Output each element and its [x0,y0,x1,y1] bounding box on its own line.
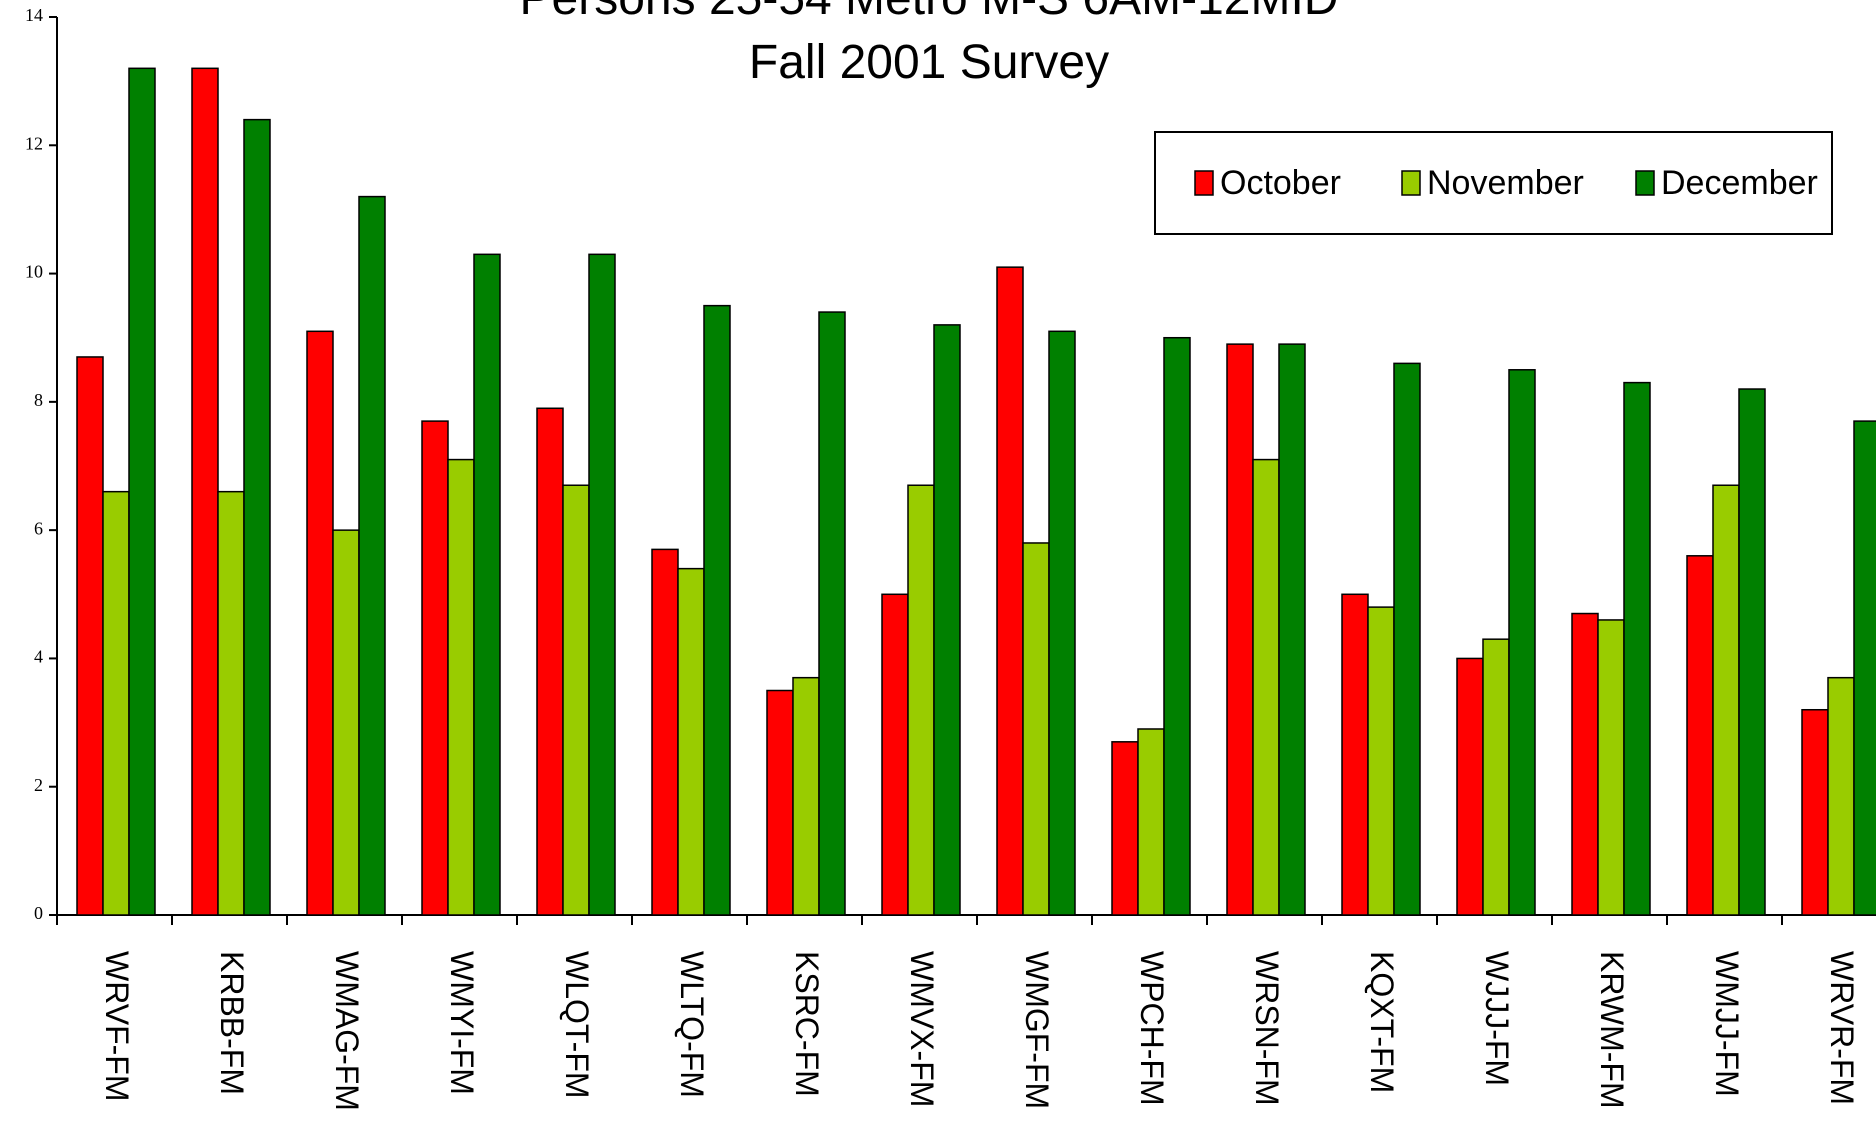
legend-swatch [1194,170,1214,196]
x-tick-label: WMVX-FM [904,951,940,1107]
bar [1686,555,1714,916]
bar [677,567,705,916]
bar [1853,420,1876,916]
legend-label: October [1220,164,1341,202]
bar [1022,542,1050,916]
x-tick-label: WMJJ-FM [1709,951,1745,1097]
y-tick-label: 4 [34,647,43,667]
y-tick-label: 14 [25,5,43,25]
bar [1367,606,1395,916]
y-tick-label: 12 [25,133,43,153]
chart-title: Persons 25-54 Metro M-S 6AM-12MID [520,0,1339,25]
bar [1801,708,1829,916]
x-tick-label: WMYI-FM [444,951,480,1095]
bar [473,253,501,916]
chart-subtitle: Fall 2001 Survey [749,36,1109,89]
x-tick-label: WJJJ-FM [1479,951,1515,1086]
y-tick-label: 10 [25,262,43,282]
legend-label: December [1661,164,1818,202]
legend-box [1154,131,1833,235]
bar [933,324,961,916]
x-tick-label: KRBB-FM [214,951,250,1095]
x-tick-label: WRVR-FM [1824,951,1860,1105]
bar [1597,619,1625,916]
bar [1137,728,1165,916]
x-tick-label: WLQT-FM [559,951,595,1099]
bar [421,420,449,916]
bar [1111,741,1139,916]
y-tick-label: 0 [34,903,43,923]
bar [358,195,386,916]
x-tick-label: KQXT-FM [1364,951,1400,1093]
bar [243,118,271,916]
x-tick-label: WRSN-FM [1249,951,1285,1106]
bar [1571,612,1599,916]
legend-swatch [1401,170,1421,196]
bar [1482,638,1510,916]
bar [76,356,104,916]
bar [1278,343,1306,916]
bar [818,311,846,916]
x-tick-label: KRWM-FM [1594,951,1630,1109]
x-tick-label: WRVF-FM [99,951,135,1101]
bar [766,689,794,916]
bar [191,67,219,916]
bar [1623,381,1651,916]
bar [651,548,679,916]
y-tick-label: 8 [34,390,43,410]
bar [588,253,616,916]
bar [996,266,1024,916]
bar [447,458,475,916]
bar [1341,593,1369,916]
bar [1252,458,1280,916]
bar [306,330,334,916]
bar [792,676,820,916]
bar [1226,343,1254,916]
x-tick-label: WMAG-FM [329,951,365,1111]
x-tick-label: WMGF-FM [1019,951,1055,1109]
bar [1048,330,1076,916]
y-tick-label: 6 [34,518,43,538]
x-tick-label: WPCH-FM [1134,951,1170,1106]
bar [1456,657,1484,916]
legend-swatch [1635,170,1655,196]
bar [1163,336,1191,916]
bar [1827,676,1855,916]
bar [1738,388,1766,916]
bar [128,67,156,916]
bar [217,490,245,916]
bar [536,407,564,916]
y-tick-label: 2 [34,775,43,795]
legend-label: November [1427,164,1584,202]
bar [1393,362,1421,916]
bar [881,593,909,916]
x-tick-label: WLTQ-FM [674,951,710,1098]
bar [703,304,731,916]
bar [332,529,360,916]
bar [1508,369,1536,916]
bar [562,484,590,916]
x-tick-label: KSRC-FM [789,951,825,1097]
bar [102,490,130,916]
bar [907,484,935,916]
bar [1712,484,1740,916]
